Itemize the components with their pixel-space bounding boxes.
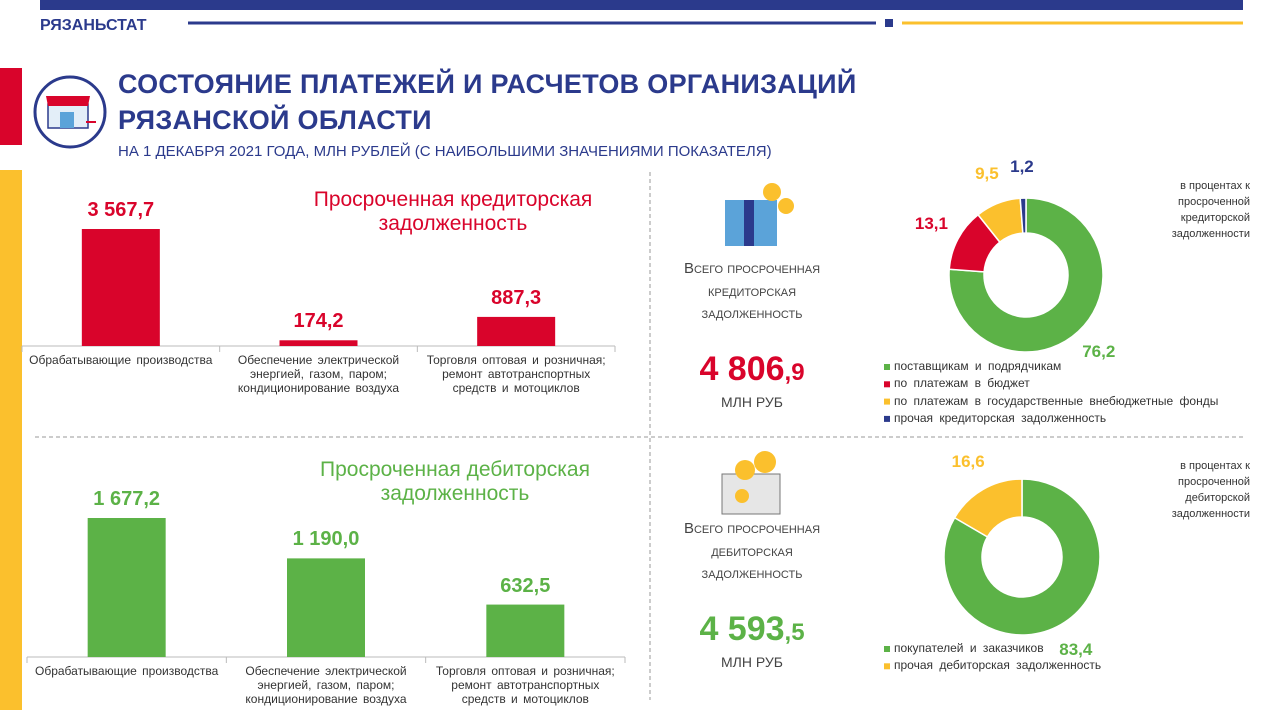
chart-title: Просроченная кредиторская задолженность [313,188,593,236]
total-fraction: ,5 [784,619,805,646]
side-bar [0,68,22,145]
total-label: Всего просроченная кредиторская задолжен… [683,260,821,322]
value-label: 1 190,0 [292,528,360,551]
donut-segment [1019,197,1027,234]
header-square [885,19,893,27]
legend-label: прочая дебиторская задолженность [894,658,1102,673]
note: в процентах к просроченной дебиторской з… [1171,460,1250,520]
side-bar [0,170,22,710]
donut-segment [953,478,1023,538]
legend-swatch [884,415,890,422]
title: СОСТОЯНИЕ ПЛАТЕЖЕЙ И РАСЧЕТОВ ОРГАНИЗАЦИ… [118,69,857,135]
value-label: 3 567,7 [87,199,155,221]
legend-swatch [884,663,890,670]
value-label: 632,5 [500,574,551,597]
value-label: 13,1 [914,213,948,233]
donut-segment [948,197,1104,353]
wallet-icon [721,451,781,515]
category-label: Торговля оптовая и розничная; ремонт авт… [435,664,615,706]
legend-swatch [884,381,890,388]
legend-label: покупателей и заказчиков [894,641,1044,655]
bar [279,340,358,346]
chart-title: Просроченная дебиторская задолженность [320,458,590,506]
legend-swatch [884,398,890,405]
bar [287,558,365,657]
bar [486,604,565,657]
total-value: 4 593,5 [652,610,852,649]
category-label: Обрабатывающие производства [29,353,213,367]
legend-swatch [884,364,890,370]
legend-label: поставщикам и подрядчикам [894,359,1062,373]
legend-label: прочая кредиторская задолженность [894,410,1107,425]
bar [87,518,166,657]
value-label: 16,6 [951,452,985,472]
gift-icon [725,183,794,246]
value-label: 174,2 [293,310,344,333]
value-label: 1,2 [1010,157,1034,177]
total-integer: 4 593 [699,610,785,648]
value-label: 83,4 [1059,639,1093,659]
category-label: Обеспечение электрической энергией, газо… [245,664,407,706]
value-label: 76,2 [1082,342,1116,362]
agency: РЯЗАНЬСТАТ [40,17,147,34]
value-label: 9,5 [975,164,999,184]
total-fraction: ,9 [784,359,805,386]
legend-label: по платежам в бюджет [894,376,1030,391]
total-label: Всего просроченная дебиторская задолженн… [683,520,821,582]
shop-icon [33,75,107,149]
total-unit: МЛН РУБ [721,394,783,410]
note: в процентах к просроченной кредиторской … [1171,180,1250,240]
total-integer: 4 806 [699,350,785,388]
value-label: 887,3 [491,286,542,309]
category-label: Торговля оптовая и розничная; ремонт авт… [426,353,606,395]
donut-segment [943,478,1101,636]
total-value: 4 806,9 [652,350,852,389]
legend-label: по платежам в государственные внебюджетн… [894,393,1219,408]
bar [81,229,160,346]
legend-swatch [884,646,890,652]
top-band [40,0,1243,10]
bar [477,316,556,346]
value-label: 1 677,2 [93,488,161,510]
category-label: Обеспечение электрической энергией, газо… [237,353,400,395]
total-unit: МЛН РУБ [721,654,783,670]
subtitle: НА 1 ДЕКАБРЯ 2021 ГОДА, МЛН РУБЛЕЙ (С НА… [118,143,772,160]
category-label: Обрабатывающие производства [35,664,219,678]
